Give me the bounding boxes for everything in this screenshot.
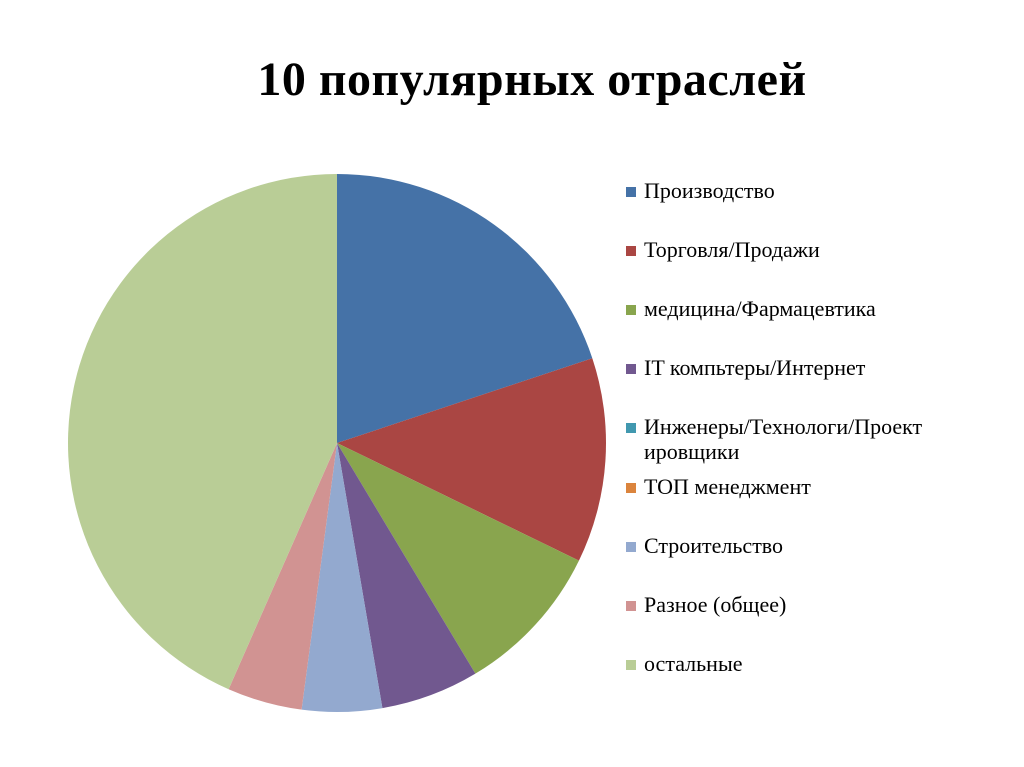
pie-slice xyxy=(67,174,337,690)
legend-swatch-icon xyxy=(626,305,636,315)
legend-label: Производство xyxy=(644,178,775,203)
legend-label: Строительство xyxy=(644,533,784,558)
legend-item: IT компьтеры/Интернет xyxy=(626,355,1016,380)
legend-label: Разное (общее) xyxy=(644,592,787,617)
legend-label: Торговля/Продажи xyxy=(644,237,820,262)
legend-item: Строительство xyxy=(626,533,1016,558)
legend-item: ТОП менеджмент xyxy=(626,474,1016,499)
pie-slice xyxy=(337,443,579,674)
legend-label: Инженеры/Технологи/Проект ировщики xyxy=(644,414,923,464)
pie-slice xyxy=(337,174,593,443)
legend-swatch-icon xyxy=(626,423,636,433)
legend-item: остальные xyxy=(626,651,1016,676)
legend-swatch-icon xyxy=(626,601,636,611)
legend-item: Разное (общее) xyxy=(626,592,1016,617)
pie-slice xyxy=(228,443,337,710)
legend-label: ТОП менеджмент xyxy=(644,474,811,499)
legend-label: IT компьтеры/Интернет xyxy=(644,355,866,380)
chart-title: 10 популярных отраслей xyxy=(257,53,807,106)
legend-label: остальные xyxy=(644,651,743,676)
legend-swatch-icon xyxy=(626,187,636,197)
pie-slice xyxy=(301,443,383,713)
legend-swatch-icon xyxy=(626,483,636,493)
legend-item: медицина/Фармацевтика xyxy=(626,296,1016,321)
legend-swatch-icon xyxy=(626,246,636,256)
legend-item: Производство xyxy=(626,178,1016,203)
pie-slice xyxy=(337,443,476,709)
legend-swatch-icon xyxy=(626,364,636,374)
legend-item: Инженеры/Технологи/Проект ировщики xyxy=(626,414,1016,464)
legend-label: медицина/Фармацевтика xyxy=(644,296,876,321)
legend-swatch-icon xyxy=(626,660,636,670)
legend-item: Торговля/Продажи xyxy=(626,237,1016,262)
pie-slice xyxy=(337,358,607,561)
legend-swatch-icon xyxy=(626,542,636,552)
